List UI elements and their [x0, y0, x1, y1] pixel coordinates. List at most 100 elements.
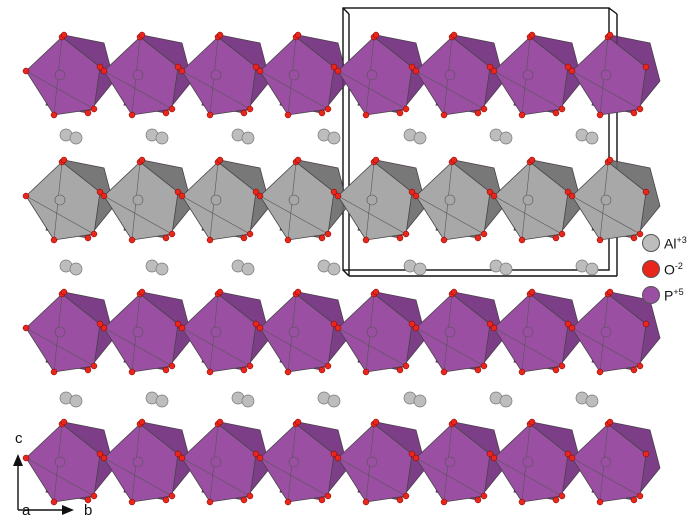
aluminum-ion: [155, 262, 169, 276]
center-ion: [600, 194, 612, 206]
center-ion: [210, 69, 222, 81]
oxygen-atom: [240, 234, 248, 242]
center-ion: [444, 456, 456, 468]
oxygen-atom: [568, 324, 576, 332]
oxygen-atom: [240, 109, 248, 117]
oxygen-atom: [294, 288, 302, 296]
oxygen-atom: [630, 234, 638, 242]
oxygen-atom: [486, 63, 494, 71]
phosphate-layer: [22, 418, 661, 506]
aluminum-ion: [585, 131, 599, 145]
oxygen-atom: [636, 230, 644, 238]
center-ion: [444, 69, 456, 81]
center-ion: [522, 194, 534, 206]
oxygen-atom: [22, 67, 30, 75]
aluminum-ion: [413, 131, 427, 145]
oxygen-atom: [128, 111, 136, 119]
oxygen-atom: [318, 496, 326, 504]
oxygen-atom: [246, 105, 254, 113]
center-ion: [132, 194, 144, 206]
oxygen-atom: [216, 418, 224, 426]
oxygen-atom: [558, 230, 566, 238]
oxygen-atom: [450, 288, 458, 296]
aluminum-ion: [69, 262, 83, 276]
oxygen-atom: [564, 188, 572, 196]
oxygen-atom: [362, 236, 370, 244]
oxygen-atom: [362, 498, 370, 506]
oxygen-atom: [206, 236, 214, 244]
oxygen-atom: [396, 109, 404, 117]
oxygen-atom: [402, 362, 410, 370]
oxygen-atom: [552, 109, 560, 117]
oxygen-atom: [206, 368, 214, 376]
aluminum-ion: [241, 131, 255, 145]
oxygen-atom: [564, 450, 572, 458]
oxygen-atom: [178, 192, 186, 200]
aluminum-ion: [499, 394, 513, 408]
aluminum-ion: [585, 262, 599, 276]
oxygen-atom: [372, 31, 380, 39]
oxygen-atom: [558, 492, 566, 500]
center-ion: [132, 69, 144, 81]
center-ion: [522, 69, 534, 81]
center-ion: [600, 326, 612, 338]
oxygen-atom: [284, 498, 292, 506]
aluminum-ion: [499, 131, 513, 145]
oxygen-atom: [362, 111, 370, 119]
aluminum-layer: [22, 156, 661, 244]
oxygen-atom: [324, 105, 332, 113]
oxygen-atom: [168, 105, 176, 113]
oxygen-atom: [138, 418, 146, 426]
aluminum-ion: [413, 394, 427, 408]
o-ion-icon: [642, 260, 660, 278]
legend-o-charge: -2: [674, 261, 683, 271]
oxygen-atom: [412, 192, 420, 200]
center-ion: [210, 456, 222, 468]
oxygen-atom: [490, 324, 498, 332]
oxygen-atom: [372, 418, 380, 426]
oxygen-atom: [552, 366, 560, 374]
oxygen-atom: [246, 362, 254, 370]
oxygen-atom: [84, 496, 92, 504]
oxygen-atom: [412, 454, 420, 462]
aluminum-ion-row: [59, 259, 599, 276]
oxygen-atom: [486, 450, 494, 458]
oxygen-atom: [528, 31, 536, 39]
center-ion: [132, 326, 144, 338]
oxygen-atom: [174, 320, 182, 328]
al-ion-icon: [642, 234, 660, 252]
center-ion: [288, 456, 300, 468]
oxygen-atom: [90, 105, 98, 113]
center-ion: [54, 69, 66, 81]
center-ion: [288, 194, 300, 206]
oxygen-atom: [330, 320, 338, 328]
oxygen-atom: [246, 230, 254, 238]
oxygen-atom: [372, 156, 380, 164]
oxygen-atom: [642, 450, 650, 458]
oxygen-atom: [606, 288, 614, 296]
oxygen-atom: [128, 498, 136, 506]
center-ion: [288, 69, 300, 81]
oxygen-atom: [480, 230, 488, 238]
oxygen-atom: [486, 320, 494, 328]
oxygen-atom: [60, 288, 68, 296]
oxygen-atom: [412, 324, 420, 332]
legend-al-charge: +3: [676, 235, 687, 245]
oxygen-atom: [174, 188, 182, 196]
center-ion: [54, 456, 66, 468]
oxygen-atom: [440, 236, 448, 244]
oxygen-atom: [334, 67, 342, 75]
oxygen-atom: [240, 496, 248, 504]
oxygen-atom: [60, 31, 68, 39]
legend-p-charge: +5: [673, 287, 684, 297]
oxygen-atom: [362, 368, 370, 376]
oxygen-atom: [480, 105, 488, 113]
oxygen-atom: [518, 368, 526, 376]
aluminum-ion: [585, 394, 599, 408]
oxygen-atom: [216, 156, 224, 164]
aluminum-ion: [155, 131, 169, 145]
aluminum-ion: [499, 262, 513, 276]
oxygen-atom: [396, 366, 404, 374]
oxygen-atom: [100, 192, 108, 200]
